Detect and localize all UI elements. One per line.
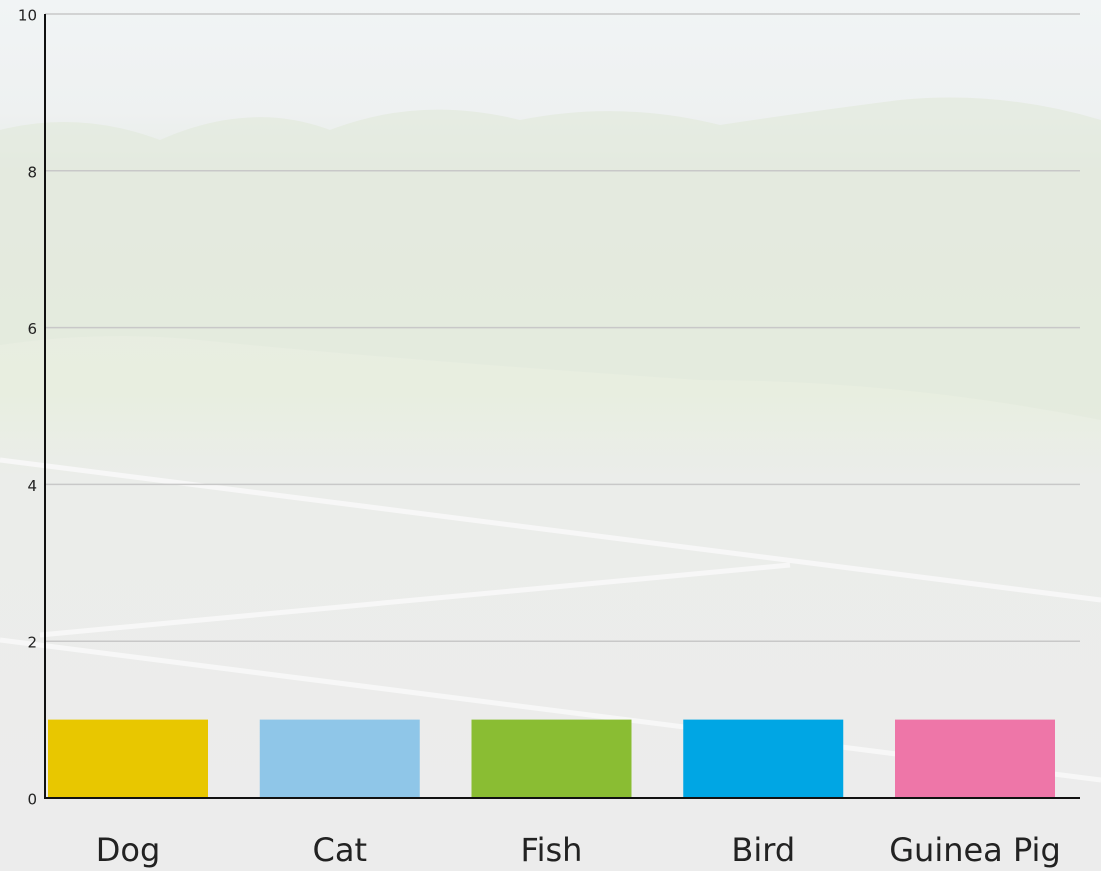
y-tick-label: 10 — [18, 7, 37, 25]
bar — [259, 719, 420, 798]
x-tick-label: Dog — [96, 831, 161, 869]
x-tick-label: Cat — [313, 831, 368, 869]
trees — [0, 97, 1101, 420]
bar — [471, 719, 632, 798]
y-tick-label: 4 — [27, 477, 37, 495]
x-tick-label: Bird — [731, 831, 795, 869]
y-tick-label: 0 — [27, 791, 37, 809]
x-tick-label: Guinea Pig — [889, 831, 1061, 869]
y-tick-label: 6 — [27, 320, 37, 338]
y-tick-label: 8 — [27, 163, 37, 181]
x-tick-label: Fish — [521, 831, 583, 869]
bar — [895, 719, 1055, 798]
bar — [48, 719, 208, 798]
plot: 0 2 4 6 8 10 Dog Cat Fish Bird Guinea Pig — [18, 7, 1080, 869]
y-tick-label: 2 — [27, 634, 37, 652]
bar — [683, 719, 844, 798]
